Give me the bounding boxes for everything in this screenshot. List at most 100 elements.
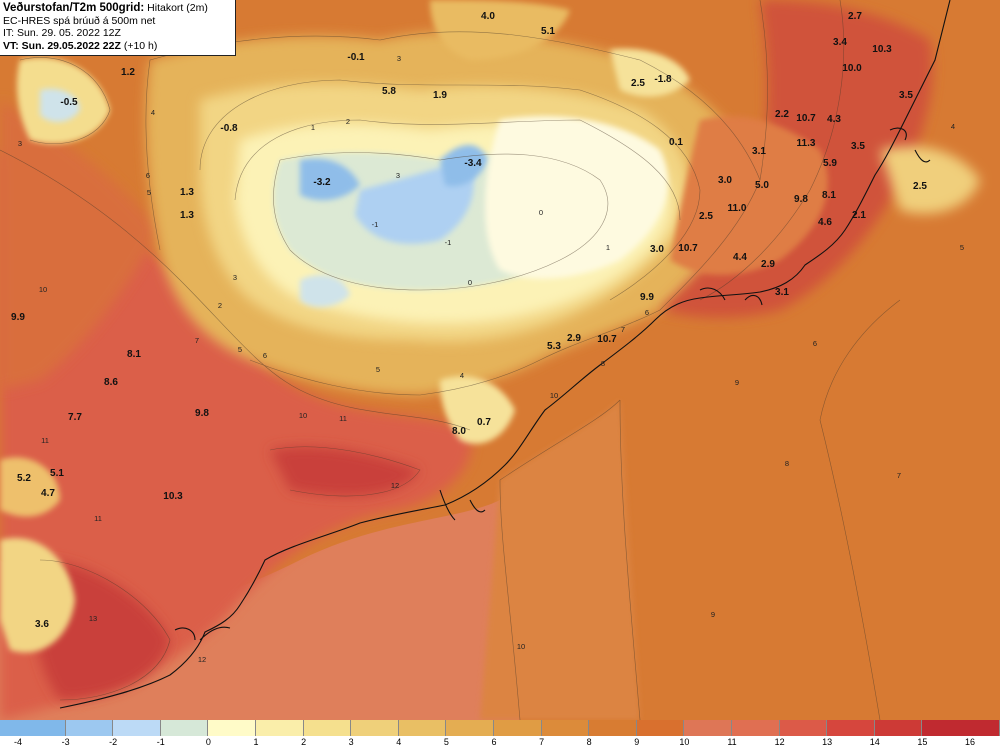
- contour-label: 6: [263, 351, 267, 360]
- contour-label: 4: [951, 122, 955, 131]
- contour-label: 1: [311, 123, 315, 132]
- temperature-value-label: 2.9: [761, 259, 775, 270]
- temperature-value-label: 4.7: [41, 488, 55, 499]
- temperature-value-label: 1.9: [433, 90, 447, 101]
- colorbar-swatch: [351, 720, 399, 736]
- temperature-field: [0, 0, 980, 720]
- contour-label: 6: [146, 171, 150, 180]
- colorbar-swatch: [494, 720, 542, 736]
- contour-label: 10: [517, 642, 525, 651]
- contour-label: 6: [813, 339, 817, 348]
- contour-label: 10: [550, 391, 558, 400]
- temperature-value-label: 3.5: [851, 141, 865, 152]
- contour-label: 5: [960, 243, 964, 252]
- contour-label: 12: [198, 655, 206, 664]
- temperature-value-label: 9.8: [794, 194, 808, 205]
- contour-label: 3: [396, 171, 400, 180]
- colorbar-swatch: [113, 720, 161, 736]
- contour-label: 2: [218, 301, 222, 310]
- map-subtitle: Hitakort (2m): [147, 2, 208, 14]
- temperature-value-label: 3.1: [775, 287, 789, 298]
- contour-label: 12: [391, 481, 399, 490]
- contour-label: 11: [339, 414, 347, 423]
- temperature-value-label: -3.4: [464, 158, 482, 169]
- contour-label: 4: [151, 108, 155, 117]
- contour-label: 8: [601, 359, 605, 368]
- colorbar-tick-label: 14: [869, 737, 880, 747]
- colorbar-tick-label: 8: [586, 737, 592, 747]
- init-time: IT: Sun. 29. 05. 2022 12Z: [3, 27, 121, 40]
- contour-label: 13: [89, 614, 97, 623]
- colorbar-swatch: [208, 720, 256, 736]
- contour-label: 2: [346, 117, 350, 126]
- colorbar-swatch: [589, 720, 637, 736]
- colorbar-tick-label: 3: [348, 737, 354, 747]
- colorbar-tick-label: -1: [156, 737, 165, 747]
- colorbar-tick-label: 9: [634, 737, 640, 747]
- contour-label: 6: [645, 308, 649, 317]
- colorbar-tick-label: 13: [822, 737, 833, 747]
- temperature-value-label: 5.2: [17, 473, 31, 484]
- temperature-value-label: 10.7: [796, 113, 816, 124]
- temperature-value-label: 2.7: [848, 11, 862, 22]
- temperature-value-label: 3.4: [833, 37, 847, 48]
- colorbar-tick-label: 4: [396, 737, 402, 747]
- contour-label: 3: [233, 273, 237, 282]
- contour-label: 3: [18, 139, 22, 148]
- colorbar-swatch: [303, 720, 352, 736]
- contour-label: 7: [897, 471, 901, 480]
- coastline: [59, 0, 951, 709]
- temperature-value-label: 4.0: [481, 11, 495, 22]
- temperature-value-label: 2.5: [913, 181, 927, 192]
- colorbar-tick-label: 16: [964, 737, 976, 747]
- temperature-value-label: 5.0: [755, 180, 769, 191]
- temperature-value-label: 1.3: [180, 210, 194, 221]
- temperature-value-label: 8.0: [452, 426, 466, 437]
- contour-lines: [0, 0, 901, 720]
- contour-label: 9: [735, 378, 739, 387]
- colorbar-swatch: [922, 720, 1000, 736]
- colorbar-swatch: [446, 720, 494, 736]
- colorbar-swatch: [874, 720, 923, 736]
- colorbar-tick-label: 11: [727, 737, 737, 747]
- temperature-value-label: -0.1: [347, 52, 365, 63]
- contour-label: 1: [606, 243, 610, 252]
- contour-label: 0: [539, 208, 543, 217]
- colorbar-tick-label: 7: [539, 737, 545, 747]
- temperature-value-label: 5.3: [547, 341, 561, 352]
- temperature-value-label: 4.3: [827, 114, 841, 125]
- temperature-value-label: 4.4: [733, 252, 747, 263]
- temperature-value-label: 10.3: [872, 44, 892, 55]
- temperature-value-labels: 4.0 5.1 2.7 3.4 10.3 10.0 3.5 -0.1 1.2 2.5 -1.8 5.8…: [11, 11, 927, 630]
- temperature-value-label: 8.1: [822, 190, 836, 201]
- temperature-value-label: 4.6: [818, 217, 832, 228]
- contour-label: 5: [147, 188, 151, 197]
- temperature-value-label: 9.9: [640, 292, 654, 303]
- temperature-value-label: 5.9: [823, 158, 837, 169]
- colorbar-tick-label: 15: [917, 737, 928, 747]
- contour-label: 8: [785, 459, 789, 468]
- temperature-value-label: 1.3: [180, 187, 194, 198]
- temperature-value-label: 10.3: [163, 491, 183, 502]
- temperature-value-label: 11.3: [797, 138, 816, 149]
- contour-label: 9: [711, 610, 715, 619]
- colorbar-tick-label: -3: [61, 737, 70, 747]
- colorbar-swatch: [779, 720, 828, 736]
- temperature-value-label: 3.6: [35, 619, 49, 630]
- temperature-value-label: 8.6: [104, 377, 118, 388]
- map-header: Veðurstofan/T2m 500grid: Hitakort (2m) E…: [0, 0, 236, 56]
- temperature-value-label: -0.5: [60, 97, 78, 108]
- colorbar-tick-label: 1: [253, 737, 259, 747]
- temperature-value-label: 2.2: [775, 109, 789, 120]
- colorbar-swatch: [684, 720, 732, 736]
- colorbar-swatch: [0, 720, 66, 736]
- temperature-value-label: 3.1: [752, 146, 766, 157]
- model-line: EC-HRES spá brúuð á 500m net: [3, 14, 156, 27]
- temperature-value-label: 11.0: [728, 203, 747, 214]
- temperature-value-label: 8.1: [127, 349, 141, 360]
- contour-label: 0: [468, 278, 472, 287]
- contour-label: 3: [397, 54, 401, 63]
- temperature-value-label: 0.7: [477, 417, 491, 428]
